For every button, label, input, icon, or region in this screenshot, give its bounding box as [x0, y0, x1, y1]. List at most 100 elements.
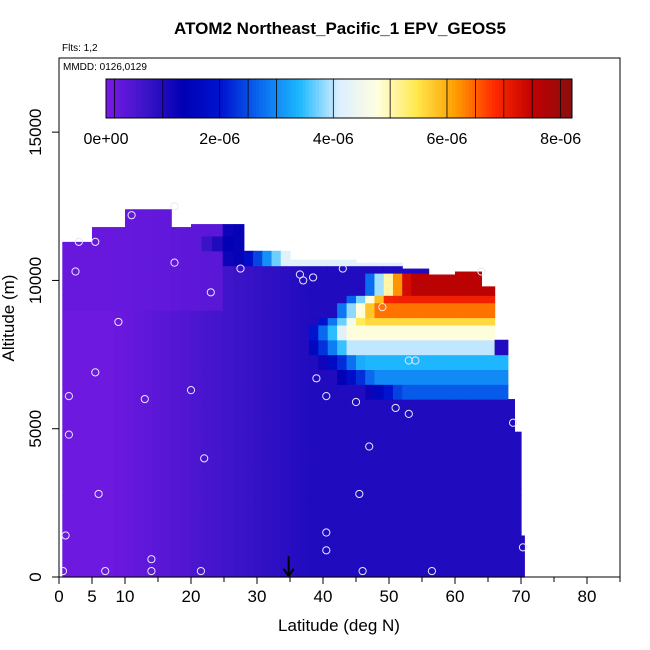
heatmap-cell	[271, 473, 282, 482]
heatmap-cell	[134, 406, 145, 415]
heatmap-cell	[437, 488, 447, 497]
heatmap-cell	[262, 525, 273, 534]
heatmap-cell	[463, 332, 474, 341]
heatmap-cell	[143, 213, 154, 222]
heatmap-cell	[82, 450, 93, 459]
heatmap-cell	[271, 458, 282, 467]
heatmap-cell	[233, 569, 245, 578]
heatmap-cell	[191, 310, 203, 319]
heatmap-cell	[161, 539, 172, 548]
heatmap-cell	[134, 436, 145, 445]
heatmap-cell	[152, 562, 163, 571]
heatmap-cell	[280, 317, 291, 326]
heatmap-cell	[428, 391, 438, 400]
heatmap-cell	[356, 280, 366, 289]
heatmap-cell	[262, 265, 273, 274]
sample-point	[309, 273, 318, 282]
heatmap-cell	[253, 302, 263, 311]
heatmap-cell	[212, 354, 224, 363]
heatmap-cell	[280, 361, 291, 370]
heatmap-cell	[356, 302, 366, 311]
heatmap-cell	[212, 488, 224, 497]
heatmap-cell	[222, 317, 234, 326]
heatmap-cell	[201, 413, 213, 422]
heatmap-cell	[280, 399, 291, 408]
heatmap-cell	[233, 525, 245, 534]
heatmap-cell	[290, 406, 301, 415]
heatmap-cell	[507, 532, 515, 541]
heatmap-cell	[446, 421, 456, 430]
heatmap-cell	[271, 273, 282, 282]
heatmap-cell	[262, 250, 273, 259]
heatmap-cell	[171, 273, 182, 282]
heatmap-cell	[161, 532, 172, 541]
heatmap-cell	[374, 465, 385, 474]
heatmap-cell	[411, 268, 421, 274]
heatmap-cell	[346, 428, 357, 437]
heatmap-cell	[356, 421, 366, 430]
heatmap-cell	[233, 421, 245, 430]
heatmap-cell	[62, 413, 73, 422]
heatmap-cell	[428, 443, 438, 452]
heatmap-cell	[72, 376, 83, 385]
sample-point	[358, 566, 367, 576]
heatmap-cell	[62, 458, 73, 467]
heatmap-cell	[280, 465, 291, 474]
heatmap-cell	[103, 465, 115, 474]
heatmap-cell	[72, 280, 83, 289]
heatmap-cell	[191, 399, 203, 408]
heatmap-cell	[212, 510, 224, 519]
heatmap-cell	[280, 391, 291, 400]
heatmap-cell	[290, 310, 301, 319]
heatmap-cell	[125, 436, 135, 445]
heatmap-cell	[125, 213, 135, 222]
heatmap-cell	[365, 562, 376, 571]
sample-point	[101, 566, 110, 576]
heatmap-cell	[337, 562, 348, 571]
heatmap-cell	[212, 532, 224, 541]
heatmap-cell	[171, 384, 182, 393]
heatmap-cell	[82, 376, 93, 385]
heatmap-cell	[152, 428, 163, 437]
heatmap-cell	[201, 273, 213, 282]
colorbar-swatch	[395, 79, 400, 118]
heatmap-cell	[114, 569, 126, 578]
heatmap-cell	[428, 480, 438, 489]
heatmap-cell	[411, 302, 421, 311]
heatmap-cell	[212, 384, 224, 393]
heatmap-cell	[337, 525, 348, 534]
heatmap-cell	[308, 488, 319, 497]
heatmap-cell	[271, 369, 282, 378]
heatmap-cell	[62, 399, 73, 408]
heatmap-cell	[374, 443, 385, 452]
colorbar: 0e+00 2e-06 4e-06 6e-06 8e-06	[84, 78, 581, 148]
heatmap-cell	[308, 361, 319, 370]
heatmap-cell	[318, 406, 329, 415]
heatmap-cell	[103, 517, 115, 526]
heatmap-cell	[143, 421, 154, 430]
heatmap-cell	[171, 465, 182, 474]
heatmap-cell	[472, 569, 482, 578]
heatmap-cell	[233, 539, 245, 548]
heatmap-cell	[411, 450, 421, 459]
heatmap-cell	[92, 406, 104, 415]
heatmap-cell	[365, 428, 376, 437]
heatmap-cell	[125, 332, 135, 341]
heatmap-cell	[411, 443, 421, 452]
heatmap-cell	[181, 458, 192, 467]
heatmap-cell	[356, 265, 366, 274]
heatmap-cell	[383, 473, 394, 482]
heatmap-cell	[365, 273, 376, 282]
heatmap-cell	[92, 488, 104, 497]
heatmap-cell	[152, 376, 163, 385]
heatmap-cell	[191, 554, 203, 563]
heatmap-cell	[222, 539, 234, 548]
heatmap-cell	[191, 413, 203, 422]
colorbar-swatch	[518, 79, 523, 118]
heatmap-cell	[455, 465, 465, 474]
heatmap-cell	[356, 495, 366, 504]
heatmap-cell	[143, 354, 154, 363]
heatmap-cell	[233, 273, 245, 282]
heatmap-cell	[243, 517, 254, 526]
heatmap-cell	[134, 510, 145, 519]
